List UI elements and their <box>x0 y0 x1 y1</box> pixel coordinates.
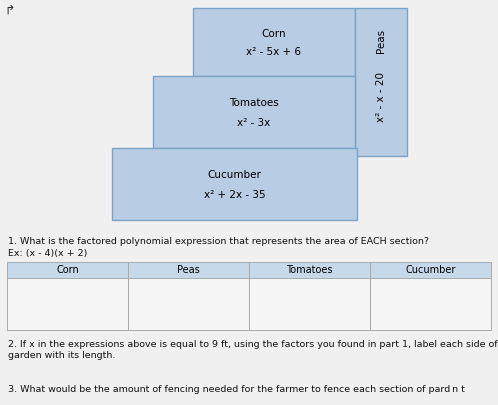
Bar <box>112 148 357 220</box>
Text: Corn: Corn <box>56 265 79 275</box>
Text: Peas: Peas <box>177 265 200 275</box>
Text: Tomatoes: Tomatoes <box>286 265 333 275</box>
Text: 2. If x in the expressions above is equal to 9 ft, using the factors you found i: 2. If x in the expressions above is equa… <box>8 340 498 349</box>
Bar <box>370 262 491 278</box>
Text: Corn: Corn <box>261 29 286 39</box>
Bar <box>355 8 407 156</box>
Text: Cucumber: Cucumber <box>208 171 261 180</box>
Text: ↱: ↱ <box>4 4 14 17</box>
Bar <box>128 262 249 278</box>
Text: x² - 3x: x² - 3x <box>238 118 270 128</box>
Text: x² - 5x + 6: x² - 5x + 6 <box>247 47 301 57</box>
Text: 3. What would be the amount of fencing needed for the farmer to fence each secti: 3. What would be the amount of fencing n… <box>8 385 465 394</box>
Bar <box>153 76 355 148</box>
Bar <box>128 278 249 330</box>
Bar <box>370 278 491 330</box>
Bar <box>7 278 128 330</box>
Text: x² - x - 20: x² - x - 20 <box>376 72 386 122</box>
Text: Ex: (x - 4)(x + 2): Ex: (x - 4)(x + 2) <box>8 249 87 258</box>
Bar <box>249 278 370 330</box>
Text: Tomatoes: Tomatoes <box>229 98 279 109</box>
Text: x² + 2x - 35: x² + 2x - 35 <box>204 190 265 200</box>
Bar <box>193 8 355 76</box>
Text: 1. What is the factored polynomial expression that represents the area of EACH s: 1. What is the factored polynomial expre… <box>8 237 429 246</box>
Text: Cucumber: Cucumber <box>405 265 456 275</box>
Bar <box>249 262 370 278</box>
Text: Peas: Peas <box>376 28 386 53</box>
Bar <box>7 262 128 278</box>
Text: garden with its length.: garden with its length. <box>8 351 116 360</box>
